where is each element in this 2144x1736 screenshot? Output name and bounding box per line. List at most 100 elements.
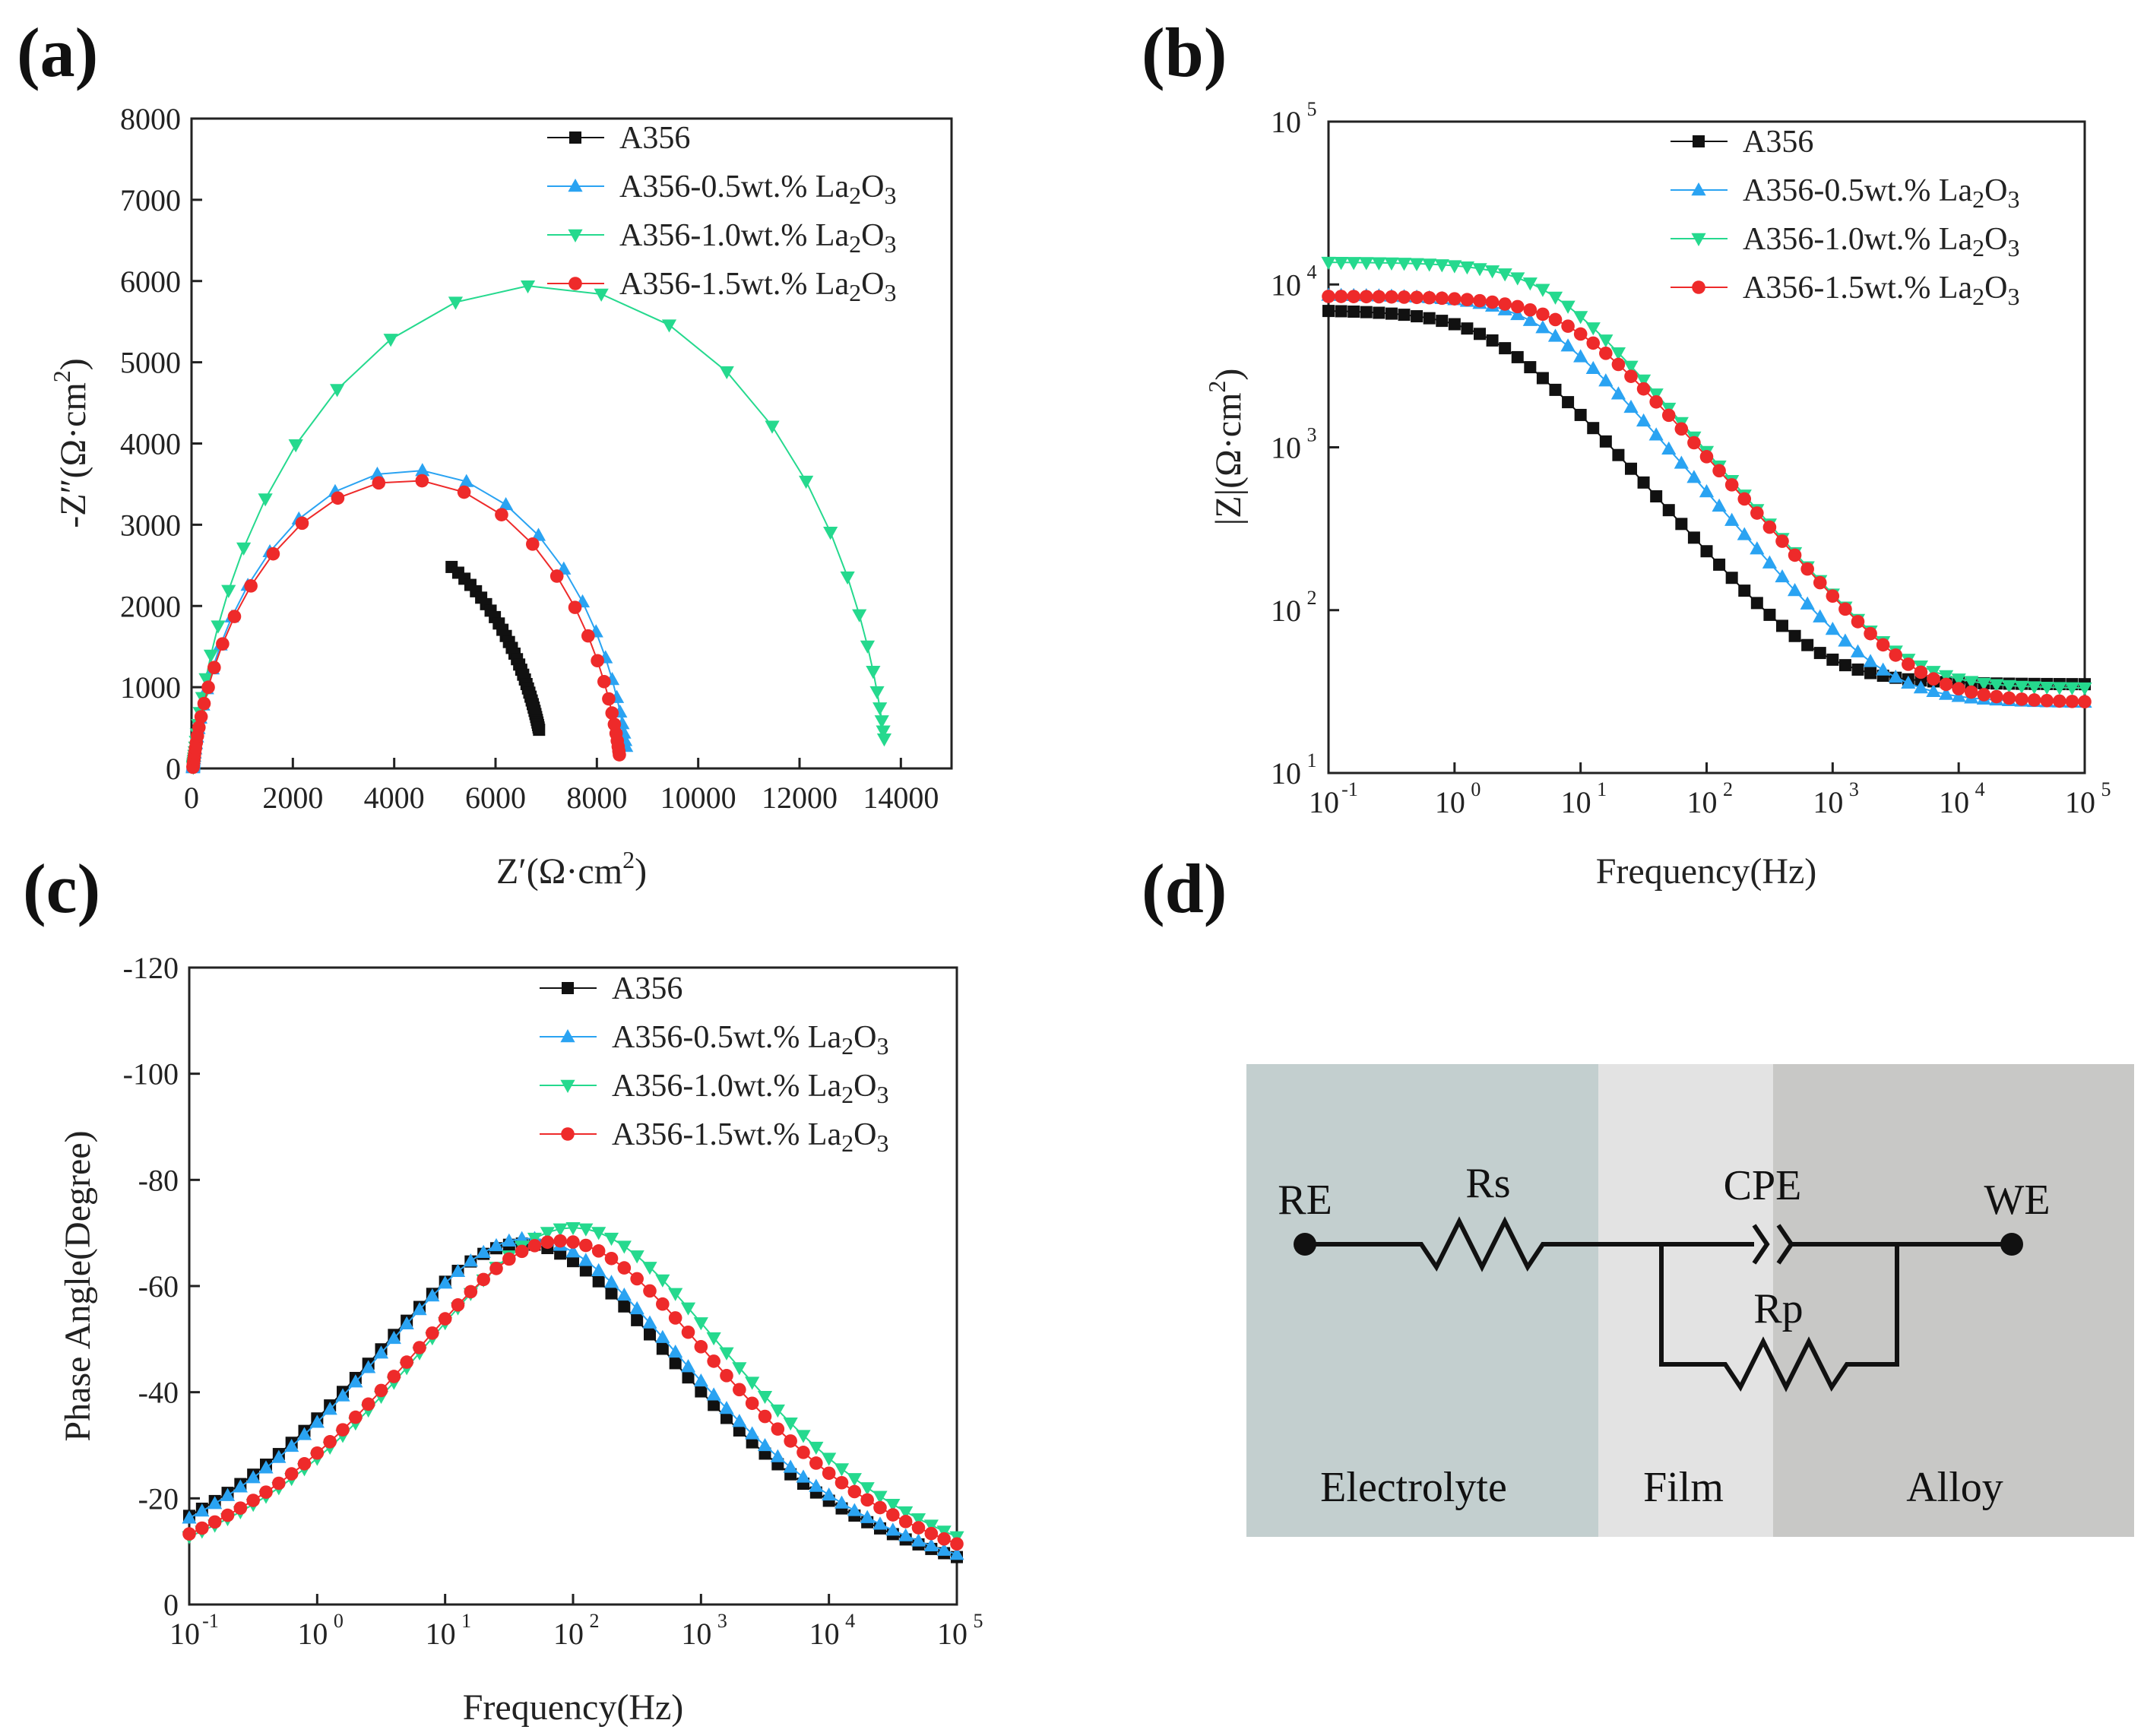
b-point xyxy=(1599,435,1612,448)
panel-c-y-axis-title: Phase Angle(Degree) xyxy=(58,1130,98,1441)
c-point xyxy=(374,1383,388,1398)
c-point xyxy=(745,1396,759,1411)
b-point xyxy=(1851,615,1865,629)
b-point xyxy=(1850,644,1866,657)
c-point xyxy=(873,1500,887,1515)
b-point xyxy=(1800,562,1814,576)
c-point xyxy=(591,1244,606,1258)
b-point xyxy=(2053,694,2066,708)
b-point xyxy=(2039,681,2054,695)
b-point xyxy=(1750,541,1765,555)
b-point xyxy=(1499,342,1512,355)
b-point xyxy=(1322,305,1335,318)
b-ytick-exp: 1 xyxy=(1307,749,1317,771)
c-point xyxy=(796,1430,811,1443)
c-point xyxy=(644,1328,656,1341)
b-point xyxy=(1964,676,1979,689)
b-point xyxy=(1371,257,1386,271)
b-point xyxy=(1888,670,1903,683)
b-point xyxy=(1485,295,1500,309)
rs-resistor-wire xyxy=(1305,1216,1754,1272)
b-point xyxy=(1348,305,1360,318)
c-point xyxy=(669,1357,682,1370)
b-point xyxy=(1625,462,1637,475)
c-point xyxy=(693,1373,708,1387)
b-point xyxy=(1448,292,1462,306)
a-ytick-label: 2000 xyxy=(120,589,181,623)
c-point xyxy=(591,1227,606,1240)
b-point xyxy=(1522,277,1538,291)
b-ytick-exp: 5 xyxy=(1307,98,1317,120)
b-point xyxy=(1700,545,1713,558)
b-point xyxy=(1674,422,1689,436)
b-point xyxy=(1347,290,1360,303)
legend-marker-s3 xyxy=(1692,280,1705,294)
c-xtick-label: 10 xyxy=(681,1617,711,1651)
b-point xyxy=(1586,336,1601,350)
b-point xyxy=(1636,374,1652,388)
c-point xyxy=(822,1452,837,1466)
c-point xyxy=(220,1508,235,1522)
b-point xyxy=(1902,657,1915,671)
c-xtick-label: 10 xyxy=(809,1617,840,1651)
b-point xyxy=(1372,290,1386,304)
b-point xyxy=(2002,691,2016,705)
b-point xyxy=(1334,290,1348,303)
b-point xyxy=(1724,478,1739,492)
b-point xyxy=(1864,626,1877,641)
b-point xyxy=(1825,622,1840,635)
b-point xyxy=(1510,299,1525,314)
a-point xyxy=(216,637,230,651)
a-point xyxy=(520,280,536,294)
c-point xyxy=(450,1263,466,1277)
b-point xyxy=(1547,328,1563,342)
c-xtick-label: 10 xyxy=(169,1617,200,1651)
c-xtick-label: 10 xyxy=(553,1617,584,1651)
legend-label-s3: A356-1.5wt.% La2O3 xyxy=(619,267,896,306)
c-point xyxy=(809,1441,824,1456)
c-point xyxy=(565,1244,581,1258)
c-point xyxy=(272,1476,286,1490)
a-point xyxy=(860,640,876,654)
b-point xyxy=(1409,258,1424,271)
b-point xyxy=(1787,582,1803,597)
c-point xyxy=(604,1251,619,1266)
b-point xyxy=(1913,680,1929,694)
panel-a-nyquist-plot: 0 2000 4000 6000 8000 10000 12000 14000 0 1000 200… xyxy=(48,102,953,892)
b-xtick-exp: 5 xyxy=(2101,778,2111,800)
a-ytick-label: 4000 xyxy=(120,427,181,461)
b-point xyxy=(1524,361,1537,374)
b-point xyxy=(1699,484,1715,498)
legend-marker-s2 xyxy=(568,229,583,242)
panel-a-series xyxy=(185,280,892,775)
a-point xyxy=(876,725,891,739)
b-point xyxy=(1750,597,1763,610)
panel-label-a: (a) xyxy=(17,14,98,91)
b-point xyxy=(1422,258,1437,272)
b-ytick-label: 10 xyxy=(1271,756,1301,790)
b-point xyxy=(2078,695,2092,709)
a-point xyxy=(227,610,242,623)
a-point xyxy=(415,463,430,477)
c-point xyxy=(872,1490,888,1504)
cpe-left-plate xyxy=(1752,1224,1770,1265)
c-ytick-label: -40 xyxy=(138,1376,179,1410)
b-point xyxy=(1510,306,1525,321)
c-point xyxy=(860,1493,874,1507)
c-point xyxy=(233,1479,248,1493)
a-ytick-label: 6000 xyxy=(120,265,181,299)
b-point xyxy=(1876,638,1890,652)
a-xtick-label: 10000 xyxy=(660,781,736,815)
c-point xyxy=(681,1325,695,1339)
c-point xyxy=(642,1262,657,1275)
c-point xyxy=(745,1376,760,1390)
c-point xyxy=(540,1235,555,1250)
c-point xyxy=(784,1434,797,1448)
a-point xyxy=(211,620,226,634)
panel-a-x-axis-title: Z′(Ω·cm2) xyxy=(496,846,647,892)
b-point xyxy=(1914,665,1928,680)
c-point xyxy=(387,1370,401,1383)
b-series-line-0 xyxy=(1328,310,2085,686)
legend-label-s1: A356-0.5wt.% La2O3 xyxy=(612,1020,888,1060)
b-ytick-exp: 4 xyxy=(1307,261,1317,283)
